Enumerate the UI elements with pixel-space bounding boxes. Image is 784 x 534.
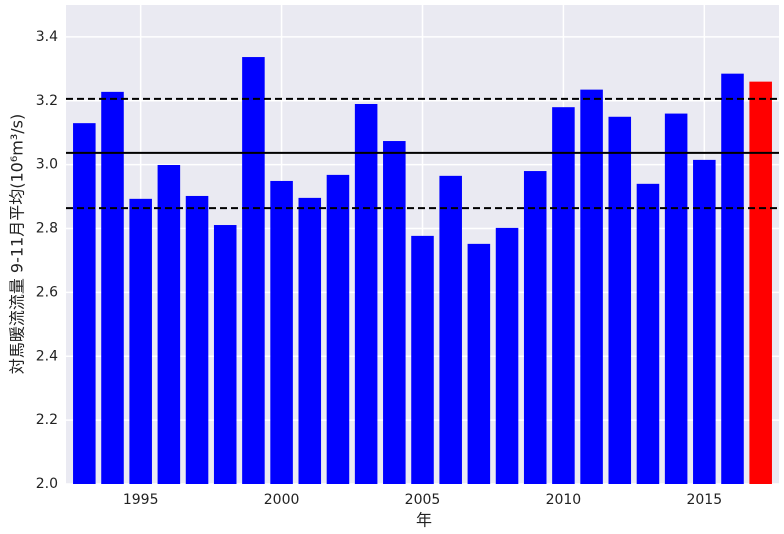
bar xyxy=(129,198,152,484)
x-axis-label: 年 xyxy=(416,511,432,530)
bar xyxy=(242,57,265,485)
y-tick-label: 2.4 xyxy=(36,348,58,364)
bar xyxy=(354,103,378,484)
y-tick-label: 3.0 xyxy=(36,157,58,173)
bar xyxy=(580,89,603,484)
y-axis-label: 対馬暖流流量 9-11月平均(10⁶m³/s) xyxy=(8,114,27,374)
x-tick-label: 2010 xyxy=(546,492,582,508)
bar xyxy=(185,195,209,484)
bar xyxy=(270,180,293,484)
y-tick-label: 2.2 xyxy=(36,412,58,428)
bar xyxy=(636,183,660,484)
bar xyxy=(523,171,547,484)
bar xyxy=(157,164,181,484)
bar xyxy=(298,197,322,485)
y-tick-label: 3.2 xyxy=(36,93,58,109)
bar xyxy=(552,107,575,484)
bar xyxy=(608,116,632,485)
x-tick-label: 1995 xyxy=(123,492,159,508)
y-tick-label: 2.8 xyxy=(36,221,58,237)
x-tick-label: 2000 xyxy=(264,492,300,508)
bar xyxy=(467,243,491,484)
y-tick-label: 2.0 xyxy=(36,476,58,492)
bar xyxy=(213,225,237,484)
bar xyxy=(439,175,462,485)
bar xyxy=(664,113,688,484)
bar xyxy=(411,235,434,484)
bar xyxy=(101,91,124,484)
y-tick-label: 2.6 xyxy=(36,284,58,300)
bar xyxy=(383,141,406,484)
bar xyxy=(693,159,716,485)
bar xyxy=(326,174,350,485)
x-tick-label: 2005 xyxy=(405,492,441,508)
x-tick-label: 2015 xyxy=(686,492,722,508)
bar xyxy=(495,227,519,485)
y-tick-label: 3.4 xyxy=(36,29,58,45)
bar xyxy=(73,123,96,485)
bar xyxy=(749,81,772,484)
bar xyxy=(721,73,744,484)
